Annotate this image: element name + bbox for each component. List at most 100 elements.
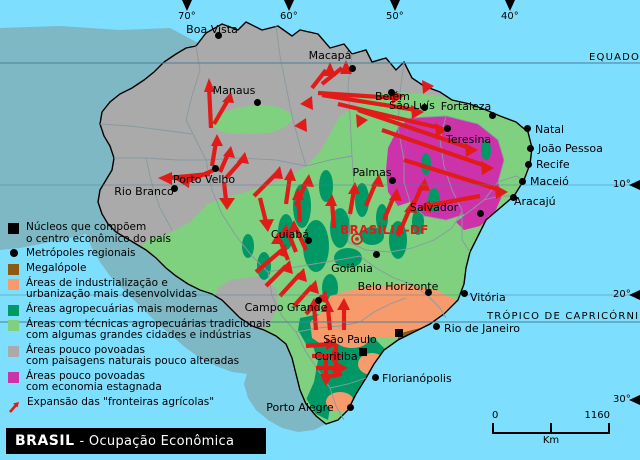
legend-label: Metrópoles regionais [26,247,136,260]
equator-label: EQUADOR [589,52,640,63]
scale-min-label: 0 [492,410,499,421]
city-label: Macapá [308,49,352,62]
title-country: BRASIL [15,433,75,449]
city-label: Maceió [530,175,569,188]
city-marker-metropolis [460,289,468,297]
legend-row: Metrópoles regionais [8,247,276,260]
city-marker-metropolis [388,176,396,184]
legend-label: Megalópole [26,261,87,275]
scale-tick-end [608,423,610,432]
city-label: Vitória [470,291,506,304]
city-marker-metropolis [476,209,484,217]
legend-row: Áreas de industrialização e urbanização m… [8,277,276,301]
legend-label-line: Metrópoles regionais [26,247,136,259]
city-marker-metropolis [518,177,526,185]
longitude-label-40: 40° [501,11,519,22]
city-marker-metropolis [348,64,356,72]
legend-label-line: Áreas com técnicas agropecuárias tradici… [26,317,271,330]
city-label: Curitiba [314,350,358,363]
city-marker-metropolis [214,31,222,39]
legend-label-line: com economia estagnada [26,381,162,393]
metropolis-symbol-icon [10,249,18,257]
scale-tick-start [492,423,494,432]
city-marker-metropolis [371,373,379,381]
legend-row: Núcleos que compõem o centro econômico do… [8,221,276,245]
longitude-label-70: 70° [178,11,196,22]
legend-color-swatch [8,319,19,331]
legend-label-line: com algumas grandes cidades e indústrias [26,329,252,341]
city-label: Natal [535,123,565,136]
state-boundaries [99,25,525,421]
latitude-label-20: 20° [613,289,631,300]
map-legend: Núcleos que compõem o centro econômico do… [8,221,276,413]
capital-symbol [351,233,363,245]
legend-label: Áreas pouco povoadas com paisagens natura… [26,343,239,368]
graticule-lines [0,62,640,323]
city-marker-metropolis [304,236,312,244]
legend-label-line: Áreas agropecuárias mais modernas [26,302,218,315]
legend-label: Expansão das "fronteiras agrícolas" [27,396,214,409]
legend-color-swatch [8,263,19,275]
city-label: Campo Grande [244,301,328,314]
city-marker-metropolis [509,193,517,201]
legend-row: Áreas pouco povoadas com paisagens natura… [8,343,276,368]
legend-label-line: Megalópole [26,261,87,274]
legend-color-swatch [8,345,19,357]
red-arrow-icon [8,398,20,413]
legend-color-swatch [8,304,19,316]
city-label: Goiânia [331,262,373,275]
longitude-ticks [182,0,515,11]
legend-color-swatch [8,371,19,383]
city-label: Porto Velho [172,173,236,186]
city-label: Rio de Janeiro [444,322,520,335]
city-label: São Paulo [323,333,377,346]
city-marker-nucleus [395,329,403,337]
scale-tick-mid [550,423,552,432]
city-marker-metropolis [314,296,322,304]
legend-label-line: o centro econômico do país [26,232,171,245]
city-marker-metropolis [432,322,440,330]
tropic-capricorn-label: TRÓPICO DE CAPRICÓRNIO [487,311,640,322]
legend-label: Áreas com técnicas agropecuárias tradici… [26,317,271,342]
scale-bar: 0 1160 Km [492,410,610,446]
legend-label-line: Áreas pouco povoadas [26,343,145,356]
legend-row: Megalópole [8,261,276,275]
city-label: Boa Vista [186,23,238,36]
city-marker-metropolis [424,288,432,296]
city-label: Florianópolis [382,372,452,385]
city-marker-metropolis [524,160,532,168]
city-marker-metropolis [372,250,380,258]
city-label: Belém [375,90,410,103]
city-marker-metropolis [346,403,354,411]
latitude-label-30: 30° [613,394,631,405]
city-marker-metropolis [526,144,534,152]
longitude-label-50: 50° [386,11,404,22]
legend-label: Áreas pouco povoadas com economia estagna… [26,370,162,394]
longitude-label-60: 60° [280,11,298,22]
legend-color-swatch [8,278,19,290]
title-subtitle: - Ocupação Econômica [79,433,235,449]
city-marker-nucleus [359,348,367,356]
city-marker-metropolis [443,124,451,132]
city-label: Rio Branco [114,185,174,198]
city-marker-metropolis [387,88,395,96]
legend-label: Núcleos que compõem o centro econômico do… [26,221,171,245]
scale-unit-label: Km [542,435,560,446]
city-marker-metropolis [170,184,178,192]
legend-label-line: Núcleos que compõem [26,221,147,233]
latitude-label-10: 10° [613,179,631,190]
city-label: Recife [536,158,570,171]
city-label: Porto Alegre [266,401,334,414]
city-marker-metropolis [253,98,261,106]
city-label: Salvador [409,201,459,214]
city-marker-metropolis [523,124,531,132]
city-label: Cuiabá [270,228,310,241]
nucleus-symbol-icon [8,223,19,234]
capital-label: BRASÍLIA-DF [340,223,429,237]
map-title-bar: BRASIL - Ocupação Econômica [6,428,266,454]
legend-row: Expansão das "fronteiras agrícolas" [8,396,276,413]
city-marker-metropolis [420,103,428,111]
city-label: Fortaleza [440,100,492,113]
city-label: Teresina [446,133,492,146]
